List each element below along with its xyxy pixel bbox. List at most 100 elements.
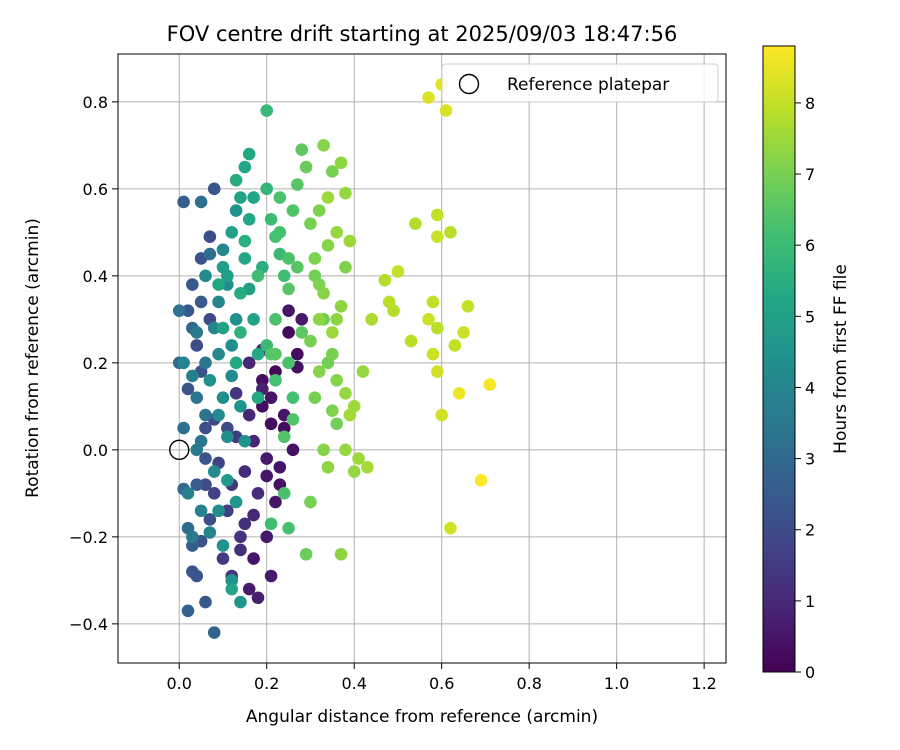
scatter-point: [251, 391, 265, 404]
scatter-point: [247, 434, 260, 448]
scatter-point: [312, 204, 326, 217]
scatter-point: [273, 226, 287, 239]
scatter-point: [190, 569, 204, 583]
x-tick-label: 0.6: [429, 674, 454, 693]
scatter-point: [269, 365, 282, 378]
scatter-point: [207, 465, 221, 478]
colorbar-gradient: [762, 45, 796, 673]
scatter-point: [186, 278, 199, 291]
colorbar-tick-label: 3: [805, 450, 815, 469]
scatter-point: [172, 304, 186, 317]
scatter-point: [321, 239, 335, 252]
scatter-point: [221, 269, 234, 283]
scatter-point: [221, 430, 234, 444]
scatter-point: [277, 421, 291, 435]
scatter-point: [229, 495, 243, 509]
scatter-point: [382, 295, 396, 309]
scatter-point: [264, 417, 278, 431]
scatter-point: [194, 295, 208, 309]
scatter-point: [186, 539, 199, 552]
scatter-point: [304, 495, 317, 509]
scatter-point: [234, 191, 247, 204]
scatter-point: [177, 421, 190, 435]
scatter-point: [291, 178, 304, 191]
scatter-point: [404, 334, 418, 348]
scatter-point: [439, 104, 453, 117]
scatter-point: [242, 213, 256, 226]
scatter-point: [194, 195, 208, 209]
scatter-point: [277, 269, 291, 283]
scatter-point: [269, 313, 282, 326]
scatter-point: [339, 186, 352, 200]
x-tick-label: 1.0: [604, 674, 629, 693]
scatter-point: [216, 243, 230, 257]
scatter-point: [431, 321, 444, 335]
colorbar-tick-label: 5: [805, 307, 815, 326]
scatter-point: [391, 265, 405, 278]
scatter-point: [207, 321, 221, 335]
scatter-point: [251, 487, 265, 500]
colorbar-tick-label: 6: [805, 236, 815, 255]
chart-title: FOV centre drift starting at 2025/09/03 …: [167, 22, 678, 46]
colorbar-tick-label: 8: [805, 94, 815, 113]
scatter-point: [238, 517, 252, 531]
scatter-point: [334, 547, 348, 561]
scatter-point: [339, 260, 352, 274]
scatter-point: [269, 373, 282, 387]
scatter-point: [291, 347, 304, 361]
scatter-point: [339, 387, 352, 400]
legend-box: [441, 63, 719, 103]
colorbar-tick-label: 2: [805, 521, 815, 540]
scatter-point: [194, 504, 208, 518]
scatter-point: [352, 452, 365, 465]
scatter-point: [203, 513, 217, 526]
scatter-point: [260, 452, 274, 465]
scatter-point: [177, 195, 190, 209]
scatter-point: [221, 474, 234, 487]
scatter-point: [234, 400, 247, 413]
scatter-point: [269, 347, 282, 361]
scatter-point: [225, 369, 239, 383]
scatter-point: [277, 430, 291, 444]
scatter-point: [212, 408, 225, 422]
scatter-point: [216, 552, 230, 565]
scatter-point: [216, 321, 230, 335]
colorbar-tick-label: 1: [805, 592, 815, 611]
scatter-point: [286, 391, 300, 404]
scatter-point: [474, 474, 488, 487]
scatter-point: [343, 408, 357, 422]
scatter-point: [199, 595, 212, 609]
scatter-point: [347, 465, 361, 478]
scatter-point: [251, 269, 265, 283]
scatter-point: [282, 326, 295, 339]
x-axis-ticks: 0.0 0.2 0.4 0.6 0.8 1.0 1.2: [167, 663, 717, 693]
scatter-point: [260, 469, 274, 483]
plot-frame: [117, 53, 727, 664]
scatter-point: [177, 356, 190, 370]
scatter-point: [326, 165, 339, 178]
scatter-point: [422, 313, 435, 326]
scatter-point: [317, 139, 330, 152]
scatter-point: [225, 226, 239, 239]
scatter-point: [426, 347, 440, 361]
scatter-point: [260, 104, 274, 117]
scatter-point: [238, 465, 252, 478]
colorbar-ticks: 0 1 2 3 4 5 6 7 8: [795, 94, 815, 682]
scatter-point: [282, 252, 295, 265]
scatter-point: [221, 278, 234, 291]
scatter-point: [295, 143, 309, 156]
scatter-point: [238, 234, 252, 248]
scatter-point: [229, 356, 243, 370]
y-tick-label: −0.4: [69, 615, 108, 634]
scatter-point: [247, 313, 260, 326]
y-tick-label: −0.2: [69, 528, 108, 547]
legend: Reference platepar: [441, 63, 719, 103]
scatter-point: [431, 208, 444, 222]
x-tick-label: 1.2: [691, 674, 716, 693]
scatter-point: [203, 526, 217, 539]
scatter-point: [326, 326, 339, 339]
scatter-point: [234, 543, 247, 557]
scatter-point: [181, 604, 195, 618]
scatter-point: [199, 478, 212, 491]
scatter-point: [212, 347, 225, 361]
